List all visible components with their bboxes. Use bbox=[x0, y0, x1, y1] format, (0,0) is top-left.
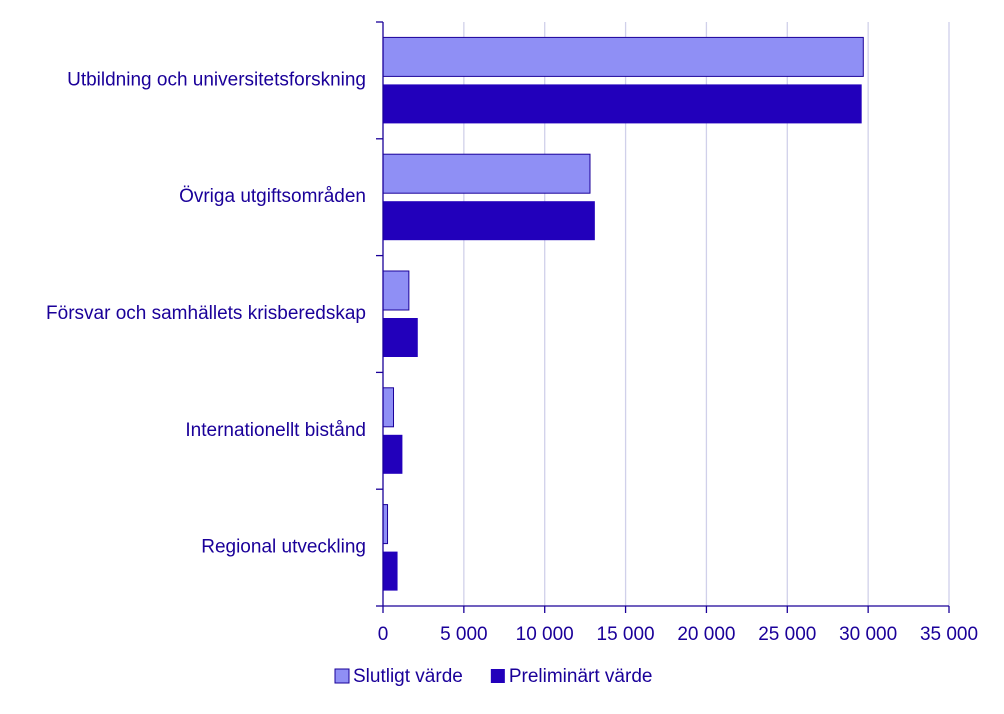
category-label: Utbildning och universitetsforskning bbox=[67, 69, 366, 90]
x-tick-label: 0 bbox=[378, 624, 389, 645]
category-label: Regional utveckling bbox=[201, 537, 366, 558]
legend-label: Slutligt värde bbox=[353, 666, 463, 687]
bar-slutligt-1 bbox=[382, 153, 591, 194]
bar-preliminart-1 bbox=[383, 201, 595, 241]
category-label: Övriga utgiftsområden bbox=[179, 186, 366, 207]
category-label: Internationellt bistånd bbox=[185, 420, 366, 441]
x-tick-label: 5 000 bbox=[440, 624, 488, 645]
legend-label: Preliminärt värde bbox=[509, 666, 653, 687]
legend-swatch bbox=[490, 669, 505, 683]
category-label: Försvar och samhällets krisberedskap bbox=[46, 303, 366, 324]
x-tick-labels: 0 5 000 10 000 15 000 20 000 25 000 30 000 35 0… bbox=[378, 624, 978, 645]
legend: Slutligt värde Preliminärt värde bbox=[334, 666, 653, 687]
x-tick-label: 35 000 bbox=[920, 624, 978, 645]
bar-slutligt-3 bbox=[382, 387, 395, 428]
bar-slutligt-2 bbox=[382, 270, 410, 311]
bar-preliminart-3 bbox=[383, 434, 403, 474]
x-tick-label: 30 000 bbox=[839, 624, 897, 645]
bar-preliminart-0 bbox=[383, 84, 862, 124]
bars bbox=[382, 36, 864, 591]
bar-preliminart-4 bbox=[383, 551, 398, 591]
axes bbox=[376, 21, 950, 613]
x-tick-label: 15 000 bbox=[597, 624, 655, 645]
bar-preliminart-2 bbox=[383, 318, 418, 357]
bar-slutligt-4 bbox=[382, 504, 389, 545]
x-tick-label: 25 000 bbox=[758, 624, 816, 645]
x-tick-label: 20 000 bbox=[677, 624, 735, 645]
legend-swatch bbox=[334, 668, 350, 684]
x-tick-label: 10 000 bbox=[516, 624, 574, 645]
bar-slutligt-0 bbox=[382, 36, 864, 77]
category-labels: Utbildning och universitetsforskning Övri… bbox=[46, 69, 366, 557]
